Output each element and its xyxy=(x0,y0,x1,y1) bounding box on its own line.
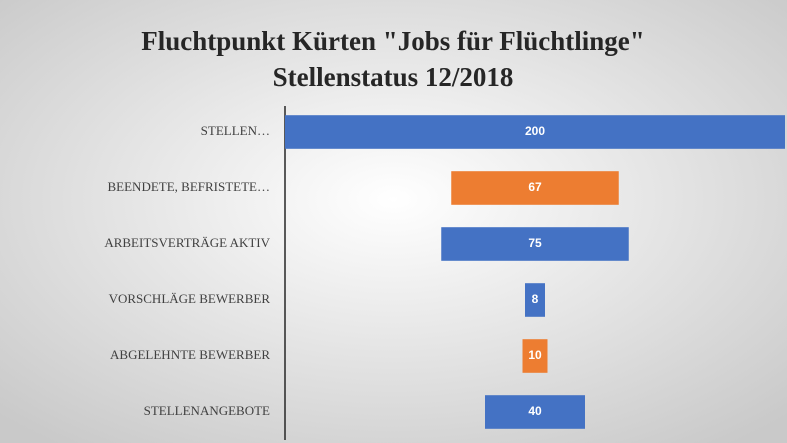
bar xyxy=(285,115,785,149)
category-label: VORSCHLÄGE BEWERBER xyxy=(109,291,271,306)
value-label: 75 xyxy=(528,236,542,250)
bar xyxy=(522,339,548,373)
value-label: 8 xyxy=(532,292,539,306)
bar xyxy=(451,171,619,205)
bar xyxy=(525,283,545,317)
value-label: 67 xyxy=(528,180,542,194)
category-label: BEENDETE, BEFRISTETE… xyxy=(108,179,271,194)
category-label: ARBEITSVERTRÄGE AKTIV xyxy=(104,235,270,250)
bar xyxy=(441,227,629,261)
category-label: ABGELEHNTE BEWERBER xyxy=(110,347,270,362)
chart-title: Fluchtpunkt Kürten "Jobs für Flüchtlinge… xyxy=(141,26,645,56)
value-label: 10 xyxy=(528,348,542,362)
bar xyxy=(485,395,585,429)
value-label: 200 xyxy=(525,124,545,138)
value-label: 40 xyxy=(528,404,542,418)
category-label: STELLENANGEBOTE xyxy=(144,403,270,418)
category-label: STELLEN… xyxy=(201,123,270,138)
chart-subtitle: Stellenstatus 12/2018 xyxy=(273,62,514,92)
